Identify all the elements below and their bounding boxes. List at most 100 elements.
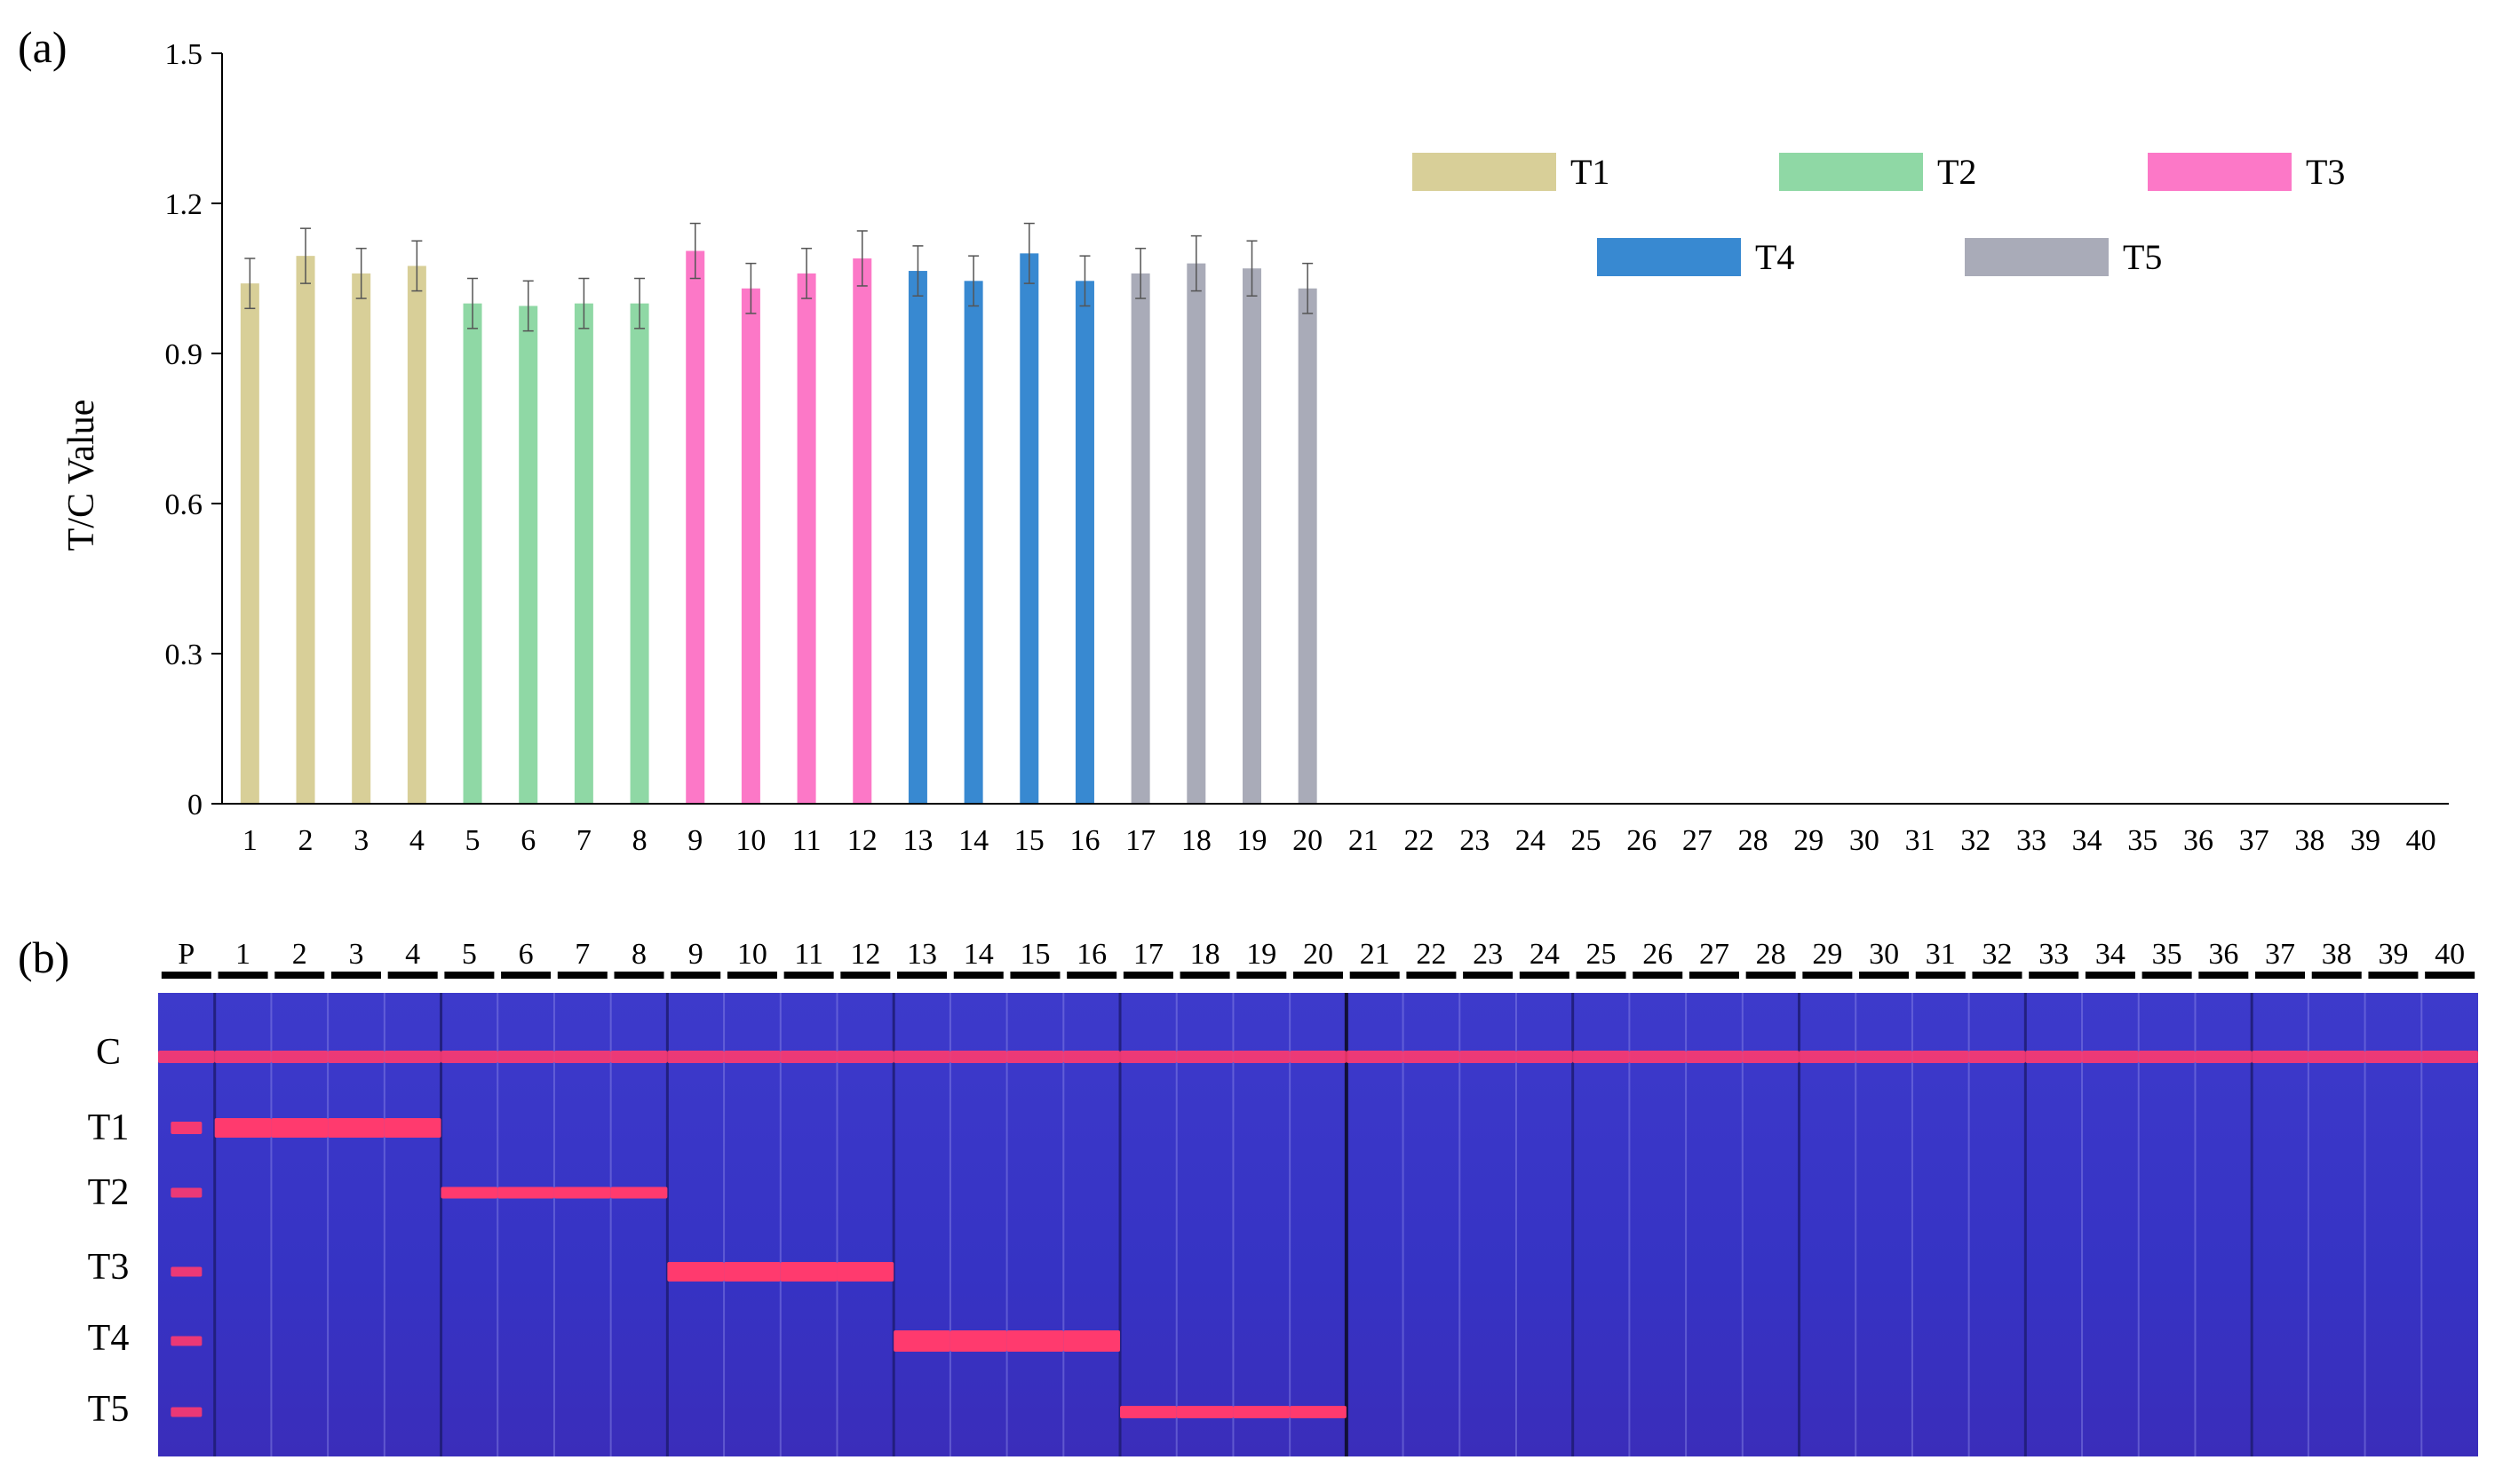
band-lane13-C bbox=[894, 1051, 950, 1063]
lane-marker-bar bbox=[444, 972, 495, 979]
band-lane6-T2 bbox=[497, 1186, 554, 1199]
y-tick-label: 1.5 bbox=[165, 38, 203, 71]
row-label-T1: T1 bbox=[88, 1107, 130, 1148]
test-strip-image bbox=[158, 993, 2478, 1456]
x-tick-label: 36 bbox=[2183, 824, 2213, 857]
lane-marker-bar bbox=[2198, 972, 2249, 979]
lane-label: 19 bbox=[1246, 938, 1276, 971]
x-tick-label: 6 bbox=[520, 824, 536, 857]
band-row-labels: C T1 T2 T3 T4 T5 bbox=[88, 1032, 130, 1430]
x-tick-label: 25 bbox=[1571, 824, 1601, 857]
lane-marker-bar bbox=[783, 972, 834, 979]
bar-18 bbox=[1187, 263, 1206, 805]
lane-marker-bar bbox=[1067, 972, 1117, 979]
x-tick-label: 12 bbox=[847, 824, 878, 857]
band-lane1-T1 bbox=[214, 1118, 272, 1138]
x-tick-label: 31 bbox=[1905, 824, 1935, 857]
bar-2 bbox=[296, 256, 315, 804]
band-lane17-C bbox=[1120, 1051, 1177, 1063]
lane-label: 2 bbox=[292, 938, 307, 971]
lane-label: 28 bbox=[1756, 938, 1786, 971]
lane-marker-bar bbox=[1463, 972, 1514, 979]
x-tick-label: 22 bbox=[1404, 824, 1434, 857]
band-lane13-T4 bbox=[894, 1330, 950, 1352]
x-tick-label: 30 bbox=[1849, 824, 1879, 857]
band-lane0-T1 bbox=[171, 1122, 203, 1134]
lane-marker-bar bbox=[2255, 972, 2306, 979]
band-lane36-C bbox=[2195, 1051, 2253, 1063]
bar-16 bbox=[1075, 281, 1094, 805]
band-lane35-C bbox=[2138, 1051, 2196, 1063]
lane-label: 29 bbox=[1812, 938, 1842, 971]
lane-label: 30 bbox=[1869, 938, 1899, 971]
x-tick-label: 13 bbox=[902, 824, 933, 857]
lane-labels: P 1 2 3 4 5 6 7 8 9 10 11 12 13 14 15 16 17 18 19 20 21 22 23 24… bbox=[161, 938, 2475, 979]
lane-marker-bar bbox=[953, 972, 1004, 979]
x-tick-label: 37 bbox=[2239, 824, 2269, 857]
lane-marker-bar bbox=[1010, 972, 1061, 979]
lane-label: 5 bbox=[462, 938, 477, 971]
lane-label: 4 bbox=[405, 938, 420, 971]
band-lane8-C bbox=[610, 1051, 668, 1063]
band-lane0-C bbox=[158, 1051, 215, 1063]
lane-marker-bar bbox=[330, 972, 381, 979]
band-lane9-C bbox=[667, 1051, 725, 1063]
x-tick-label: 7 bbox=[576, 824, 592, 857]
row-label-T4: T4 bbox=[88, 1318, 130, 1359]
x-tick-label: 1 bbox=[242, 824, 258, 857]
row-label-T5: T5 bbox=[88, 1389, 130, 1430]
lane-label: 26 bbox=[1642, 938, 1673, 971]
lane-label: 17 bbox=[1133, 938, 1164, 971]
band-lane32-C bbox=[1968, 1051, 2026, 1063]
y-axis: 0 0.3 0.6 0.9 1.2 1.5 bbox=[165, 38, 222, 821]
x-tick-label: 33 bbox=[2016, 824, 2046, 857]
band-lane34-C bbox=[2082, 1051, 2139, 1063]
lane-marker-bar bbox=[557, 972, 608, 979]
y-tick-label: 0 bbox=[187, 789, 203, 821]
lane-label: 39 bbox=[2378, 938, 2408, 971]
bar-7 bbox=[574, 303, 593, 805]
x-tick-label: 15 bbox=[1014, 824, 1045, 857]
band-lane8-T2 bbox=[610, 1186, 668, 1199]
lane-label: 27 bbox=[1699, 938, 1729, 971]
lane-label: 18 bbox=[1190, 938, 1220, 971]
lane-marker-bar bbox=[2085, 972, 2135, 979]
bar-3 bbox=[352, 273, 371, 804]
lane-label: 31 bbox=[1926, 938, 1956, 971]
lane-marker-bar bbox=[2141, 972, 2192, 979]
band-lane29-C bbox=[1799, 1051, 1856, 1063]
bar-11 bbox=[797, 273, 816, 804]
band-lane16-T4 bbox=[1063, 1330, 1121, 1352]
bar-19 bbox=[1242, 268, 1261, 804]
lane-marker-bar bbox=[161, 972, 211, 979]
band-lane0-T4 bbox=[171, 1336, 203, 1346]
lane-marker-bar bbox=[1972, 972, 2022, 979]
bar-17 bbox=[1131, 273, 1150, 804]
lane-label: 7 bbox=[575, 938, 590, 971]
lane-marker-bar bbox=[1406, 972, 1457, 979]
row-label-T2: T2 bbox=[88, 1172, 130, 1213]
lane-marker-bar bbox=[1180, 972, 1230, 979]
band-lane33-C bbox=[2025, 1051, 2083, 1063]
x-tick-label: 18 bbox=[1181, 824, 1212, 857]
band-lane17-T5 bbox=[1120, 1406, 1177, 1418]
lane-label: 1 bbox=[235, 938, 250, 971]
row-label-T3: T3 bbox=[88, 1247, 130, 1288]
lane-marker-bar bbox=[1859, 972, 1910, 979]
x-tick-label: 2 bbox=[298, 824, 314, 857]
lane-label: 16 bbox=[1077, 938, 1107, 971]
x-tick-label: 3 bbox=[354, 824, 369, 857]
x-tick-label: 11 bbox=[792, 824, 822, 857]
lane-label: P bbox=[178, 938, 195, 971]
band-lane12-T3 bbox=[837, 1262, 894, 1282]
bar-series bbox=[240, 250, 1317, 805]
lane-label: 32 bbox=[1982, 938, 2012, 971]
band-lane5-C bbox=[441, 1051, 498, 1063]
bar-10 bbox=[741, 288, 760, 804]
legend: T1 T2 T3 T4 T5 bbox=[1412, 152, 2345, 277]
lane-label: 8 bbox=[632, 938, 647, 971]
lane-marker-bar bbox=[671, 972, 721, 979]
band-lane19-C bbox=[1233, 1051, 1291, 1063]
legend-swatch-T5 bbox=[1965, 238, 2109, 276]
lane-label: 33 bbox=[2038, 938, 2069, 971]
